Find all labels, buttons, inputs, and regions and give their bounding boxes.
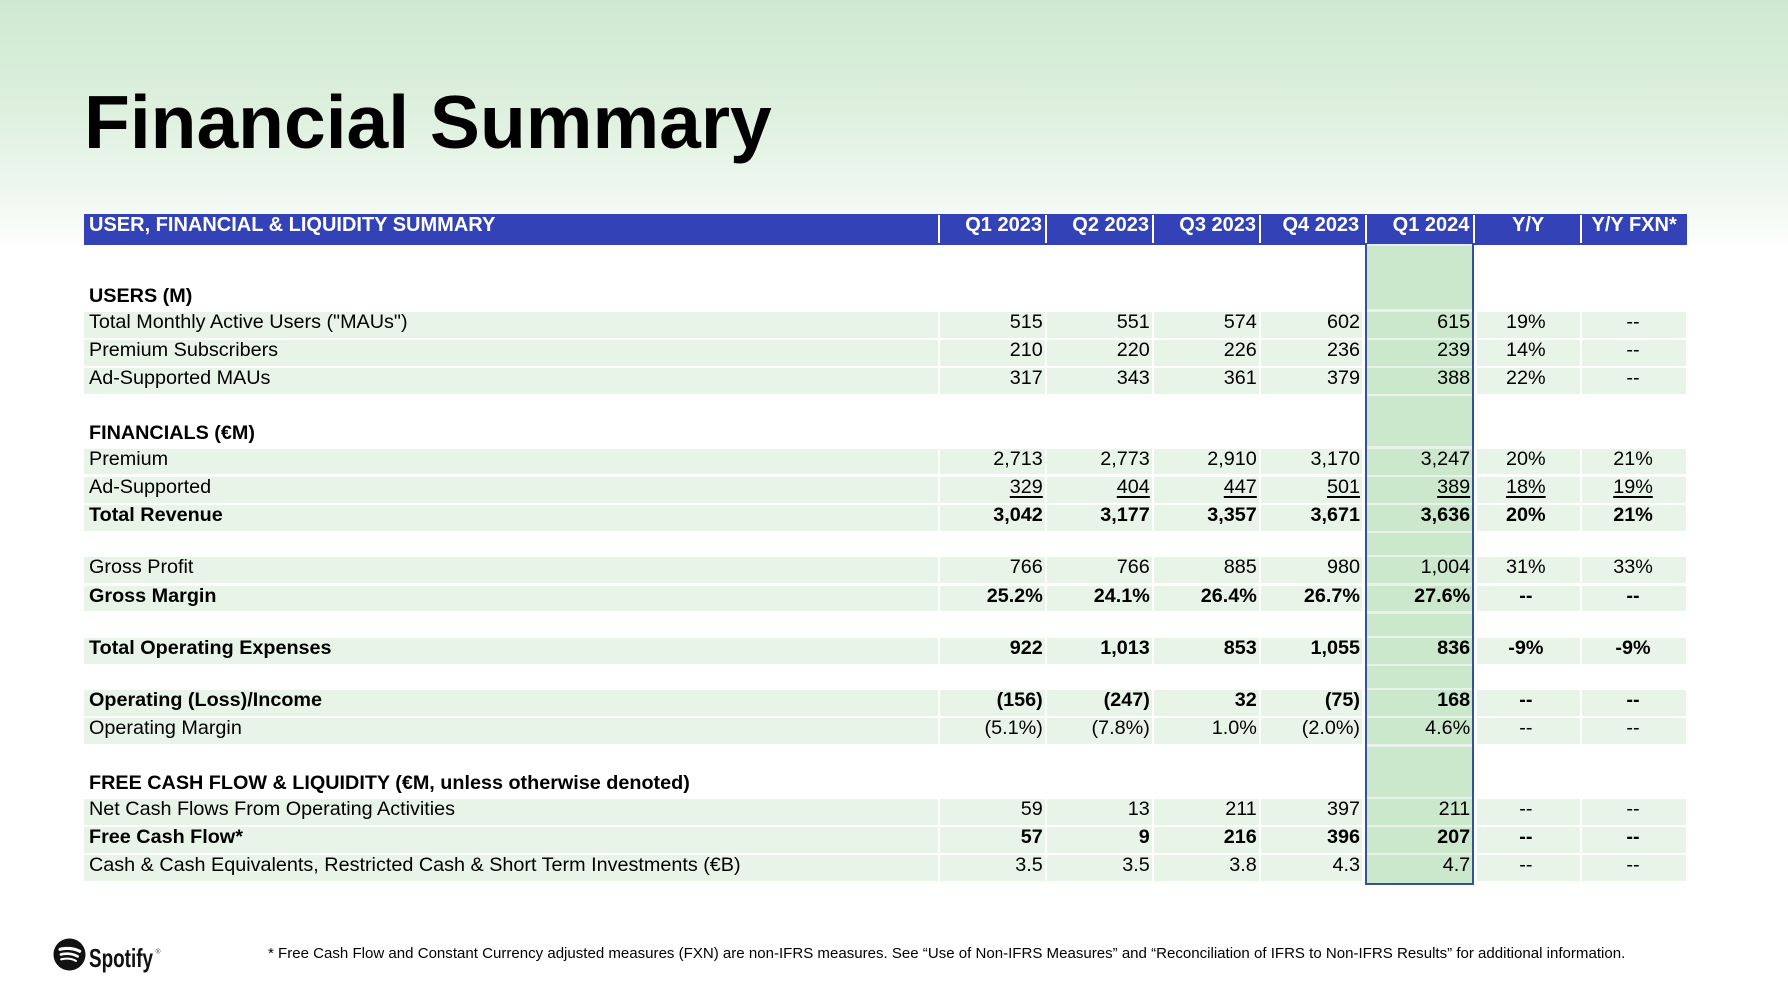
svg-text:®: ® — [156, 948, 161, 956]
svg-text:Spotify: Spotify — [89, 943, 153, 973]
